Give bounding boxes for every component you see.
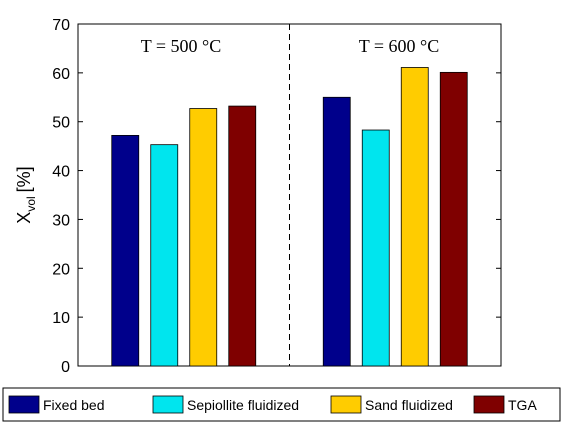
y-axis-label-main: X <box>14 212 34 224</box>
legend-label: Fixed bed <box>43 397 104 413</box>
legend-label: Sand fluidized <box>365 397 453 413</box>
group-label-500: T = 500 °C <box>141 36 222 56</box>
y-tick-label: 0 <box>61 359 70 376</box>
y-axis-label-sub: vol <box>24 196 38 211</box>
legend-swatch <box>152 395 184 414</box>
bar-tga-group-1 <box>228 105 257 367</box>
group-label-600: T = 600 °C <box>359 36 440 56</box>
y-tick-label: 40 <box>52 164 70 181</box>
y-axis-label-unit: [%] <box>14 166 34 192</box>
bar-tga-group-2 <box>439 71 468 367</box>
y-tick-label: 20 <box>52 261 70 278</box>
svg-text:Xvol[%]: Xvol [%] <box>14 166 38 223</box>
legend-label: Sepiollite fluidized <box>187 397 299 413</box>
legend-swatch <box>8 395 40 414</box>
y-tick-label: 30 <box>52 212 70 229</box>
y-axis: 0 10 20 30 40 50 60 70 <box>52 17 501 376</box>
bars <box>111 67 468 367</box>
legend: Fixed bed Sepiollite fluidized Sand fluidi… <box>8 395 537 414</box>
bar-sand-fluidized-group-1 <box>189 108 218 367</box>
y-axis-label: Xvol [%] <box>14 166 38 223</box>
legend-label: TGA <box>508 397 537 413</box>
legend-swatch <box>330 395 362 414</box>
bar-fixed-bed-group-2 <box>322 96 351 367</box>
bar-sepiollite-fluidized-group-1 <box>150 144 179 367</box>
legend-box <box>2 387 561 422</box>
bar-fixed-bed-group-1 <box>111 134 140 367</box>
y-tick-label: 60 <box>52 66 70 83</box>
y-tick-label: 50 <box>52 115 70 132</box>
bar-sand-fluidized-group-2 <box>400 67 429 367</box>
y-tick-label: 10 <box>52 310 70 327</box>
y-tick-label: 70 <box>52 17 70 34</box>
bar-sepiollite-fluidized-group-2 <box>361 129 390 367</box>
legend-swatch <box>473 395 505 414</box>
